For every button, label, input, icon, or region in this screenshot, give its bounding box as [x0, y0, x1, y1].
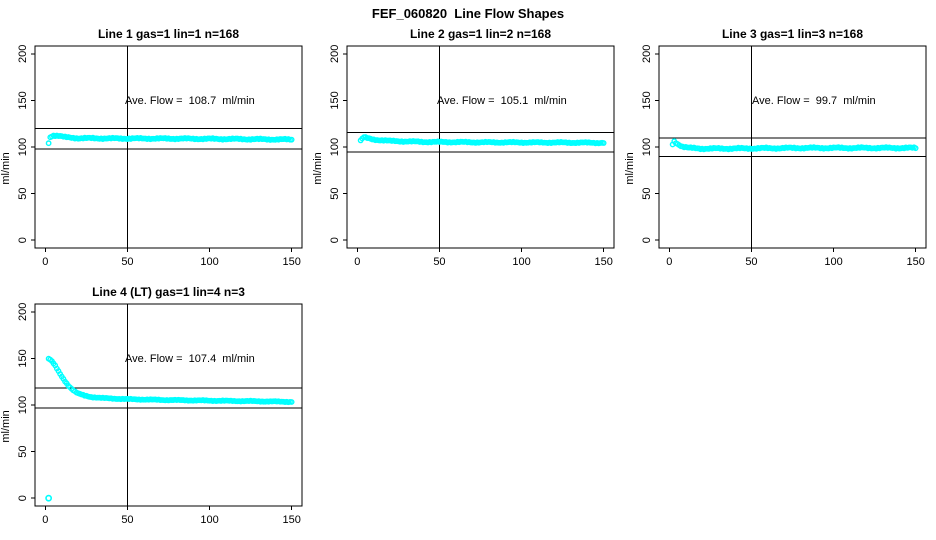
svg-text:200: 200	[329, 45, 341, 63]
panel-line-4: Line 4 (LT) gas=1 lin=4 n=3 0 50 100 150 0 50…	[0, 284, 312, 536]
svg-text:100: 100	[17, 138, 29, 156]
svg-text:50: 50	[329, 187, 341, 199]
svg-text:ml/min: ml/min	[0, 152, 12, 184]
svg-text:100: 100	[329, 138, 341, 156]
svg-text:ml/min: ml/min	[624, 152, 636, 184]
svg-text:50: 50	[17, 187, 29, 199]
svg-text:ml/min: ml/min	[0, 410, 12, 442]
svg-text:100: 100	[512, 256, 530, 268]
svg-text:200: 200	[17, 303, 29, 321]
panel-line-3: Line 3 gas=1 lin=3 n=168 0 50 100 150 0 50 100…	[624, 26, 936, 278]
svg-text:100: 100	[17, 396, 29, 414]
svg-text:50: 50	[433, 256, 445, 268]
panel-line-3-title: Line 3 gas=1 lin=3 n=168	[721, 27, 864, 41]
svg-text:150: 150	[282, 514, 300, 526]
panel-grid: Line 1 gas=1 lin=1 n=168 0 50 100 150 0 50 100…	[0, 26, 936, 536]
svg-text:100: 100	[824, 256, 842, 268]
svg-text:150: 150	[906, 256, 924, 268]
svg-text:150: 150	[594, 256, 612, 268]
svg-text:0: 0	[17, 495, 29, 501]
panel-line-4-title: Line 4 (LT) gas=1 lin=4 n=3	[92, 285, 245, 299]
svg-text:50: 50	[17, 445, 29, 457]
svg-text:0: 0	[354, 256, 360, 268]
svg-text:100: 100	[641, 138, 653, 156]
panel-line-1-plot: 0 50 100 150 0 50 100 150 200 ml/min	[0, 45, 303, 268]
svg-text:0: 0	[329, 237, 341, 243]
svg-text:200: 200	[17, 45, 29, 63]
svg-text:150: 150	[17, 349, 29, 367]
svg-text:ml/min: ml/min	[312, 152, 324, 184]
svg-text:100: 100	[200, 256, 218, 268]
svg-text:150: 150	[641, 91, 653, 109]
svg-text:50: 50	[641, 187, 653, 199]
panel-line-4-plot: 0 50 100 150 0 50 100 150 200 ml/min	[0, 303, 303, 526]
svg-text:50: 50	[121, 514, 133, 526]
svg-text:50: 50	[121, 256, 133, 268]
svg-text:0: 0	[17, 237, 29, 243]
svg-text:150: 150	[329, 91, 341, 109]
panel-line-1: Line 1 gas=1 lin=1 n=168 0 50 100 150 0 50 100…	[0, 26, 312, 278]
svg-text:50: 50	[745, 256, 757, 268]
svg-text:150: 150	[17, 91, 29, 109]
svg-text:150: 150	[282, 256, 300, 268]
svg-text:0: 0	[666, 256, 672, 268]
panel-line-2-title: Line 2 gas=1 lin=2 n=168	[409, 27, 552, 41]
figure-title: FEF_060820 Line Flow Shapes	[371, 6, 565, 21]
panel-line-1-title: Line 1 gas=1 lin=1 n=168	[97, 27, 240, 41]
panel-line-3-plot: 0 50 100 150 0 50 100 150 200 ml/min	[624, 45, 927, 268]
svg-text:0: 0	[42, 256, 48, 268]
panel-line-2-plot: 0 50 100 150 0 50 100 150 200 ml/min	[312, 45, 615, 268]
svg-text:200: 200	[641, 45, 653, 63]
panel-line-2: Line 2 gas=1 lin=2 n=168 0 50 100 150 0 50 100…	[312, 26, 624, 278]
svg-text:0: 0	[42, 514, 48, 526]
svg-text:100: 100	[200, 514, 218, 526]
svg-text:0: 0	[641, 237, 653, 243]
